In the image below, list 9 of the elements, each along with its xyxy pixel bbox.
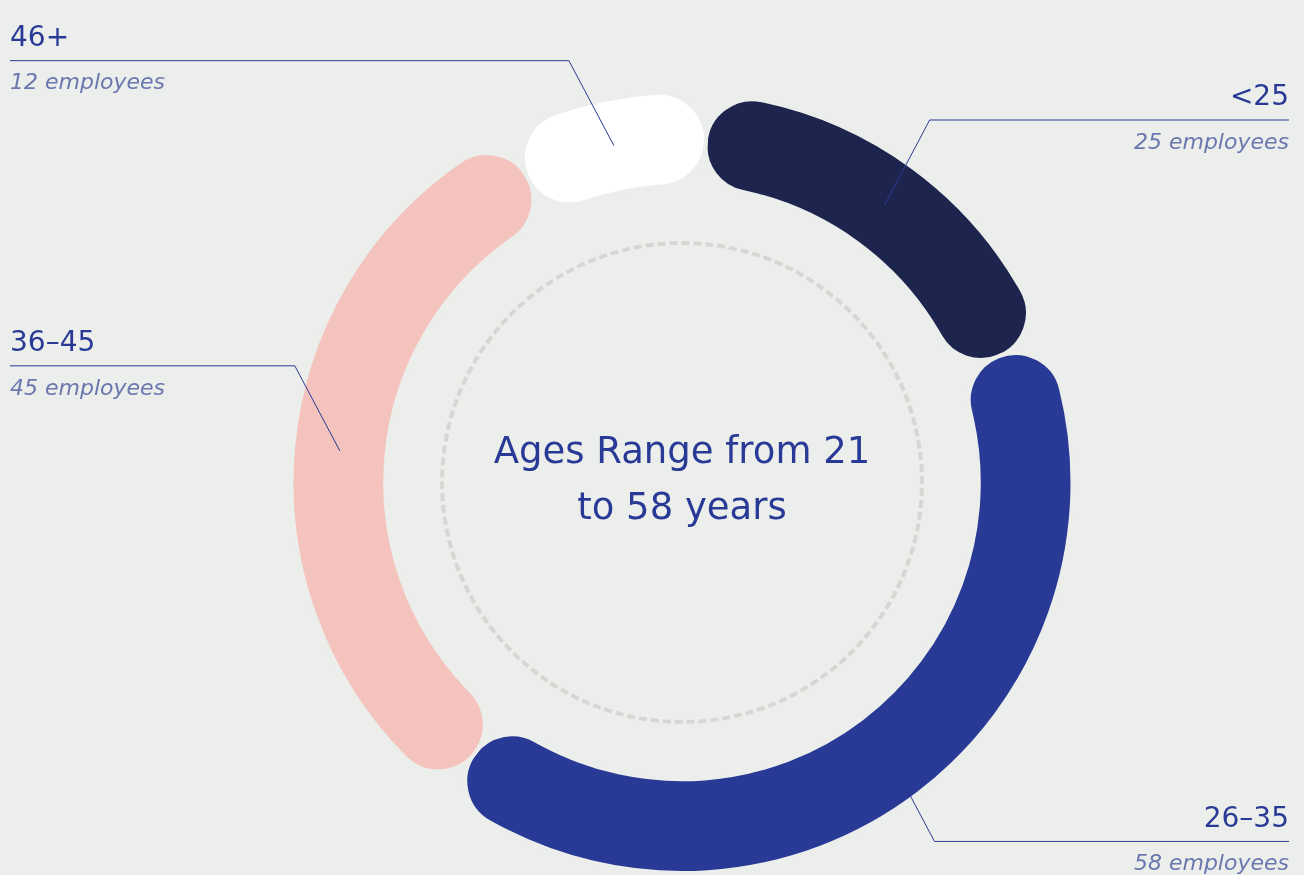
data-label: 12 employees: [10, 69, 166, 95]
text: Ages Range from 21 to 58 years: [492, 427, 872, 530]
slice-label: 46+: [10, 19, 70, 53]
data-label: 58 employees: [1133, 850, 1289, 875]
data-label: 45 employees: [10, 374, 166, 400]
data-label: 25 employees: [1133, 128, 1289, 154]
slice-label: 26–35: [1203, 800, 1289, 834]
slice-label: <25: [1229, 79, 1289, 113]
slice-label: 36–45: [10, 325, 96, 359]
